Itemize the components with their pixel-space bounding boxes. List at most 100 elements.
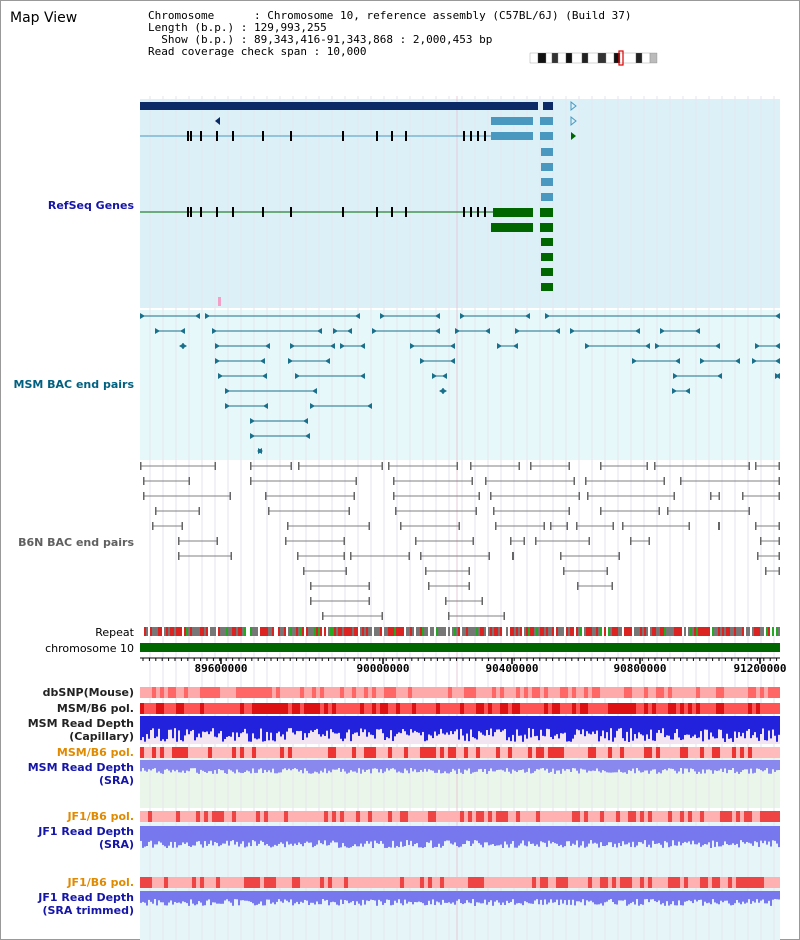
polymorphism-cell bbox=[576, 877, 580, 888]
track-label-b6n-bac[interactable]: B6N BAC end pairs bbox=[18, 536, 134, 549]
snp-density-cell bbox=[204, 687, 208, 698]
read-depth-bar bbox=[614, 891, 616, 905]
snp-density-cell bbox=[592, 687, 596, 698]
read-depth-bar bbox=[492, 826, 494, 845]
track-label-jf1-depth-trimmed[interactable]: JF1 Read Depth (SRA trimmed) bbox=[38, 891, 134, 917]
bac-end-marker bbox=[155, 328, 160, 334]
read-depth-bar bbox=[196, 891, 198, 905]
polymorphism-cell bbox=[344, 811, 348, 822]
track-label-refseq[interactable]: RefSeq Genes bbox=[47, 199, 134, 212]
read-depth-bar bbox=[254, 760, 256, 773]
read-depth-bar bbox=[502, 891, 504, 903]
read-depth-bar bbox=[152, 716, 154, 729]
read-depth-bar bbox=[754, 826, 756, 842]
snp-density-cell bbox=[540, 687, 544, 698]
read-depth-bar bbox=[488, 891, 490, 903]
read-depth-bar bbox=[502, 826, 504, 848]
track-label-repeat[interactable]: Repeat bbox=[95, 626, 134, 639]
read-depth-bar bbox=[302, 716, 304, 740]
bac-end-marker bbox=[287, 522, 289, 530]
read-depth-bar bbox=[140, 826, 142, 841]
track-label-msm-depth-sra[interactable]: MSM Read Depth (SRA) bbox=[28, 761, 134, 787]
read-depth-bar bbox=[416, 716, 418, 733]
read-depth-bar bbox=[404, 716, 406, 732]
polymorphism-cell bbox=[440, 877, 444, 888]
repeat-segment bbox=[238, 627, 240, 636]
read-depth-bar bbox=[356, 826, 358, 847]
read-depth-bar bbox=[264, 826, 266, 846]
read-depth-bar bbox=[326, 826, 328, 846]
read-depth-bar bbox=[692, 716, 694, 737]
repeat-segment bbox=[240, 627, 242, 636]
track-label-jf1-b6-pol[interactable]: JF1/B6 pol. bbox=[67, 810, 134, 823]
repeat-segment bbox=[276, 627, 278, 636]
read-depth-bar bbox=[592, 760, 594, 771]
read-depth-bar bbox=[754, 760, 756, 773]
polymorphism-cell bbox=[428, 703, 432, 714]
bac-end-marker bbox=[700, 358, 705, 364]
read-depth-bar bbox=[594, 760, 596, 771]
read-depth-bar bbox=[190, 760, 192, 769]
polymorphism-cell bbox=[680, 703, 684, 714]
read-depth-bar bbox=[508, 716, 510, 738]
polymorphism-cell bbox=[644, 811, 648, 822]
read-depth-bar bbox=[380, 891, 382, 902]
track-label-chromosome[interactable]: chromosome 10 bbox=[45, 642, 134, 655]
read-depth-bar bbox=[302, 826, 304, 847]
read-depth-bar bbox=[368, 760, 370, 770]
read-depth-bar bbox=[158, 760, 160, 772]
track-label-msm-bac[interactable]: MSM BAC end pairs bbox=[13, 378, 134, 391]
track-label-dbsnp[interactable]: dbSNP(Mouse) bbox=[42, 686, 134, 699]
read-depth-bar bbox=[362, 716, 364, 733]
polymorphism-cell bbox=[624, 811, 628, 822]
read-depth-bar bbox=[398, 760, 400, 772]
polymorphism-cell bbox=[576, 811, 580, 822]
track-label-msm-b6-pol[interactable]: MSM/B6 pol. bbox=[56, 702, 134, 715]
repeat-segment bbox=[216, 627, 218, 636]
track-label-jf1-b6-pol-2[interactable]: JF1/B6 pol. bbox=[67, 876, 134, 889]
track-label-msm-b6-pol-2[interactable]: MSM/B6 pol. bbox=[56, 746, 134, 759]
repeat-segment bbox=[214, 627, 216, 636]
polymorphism-cell bbox=[632, 747, 636, 758]
polymorphism-cell bbox=[632, 877, 636, 888]
read-depth-bar bbox=[768, 716, 770, 731]
polymorphism-cell bbox=[724, 877, 728, 888]
polymorphism-cell bbox=[660, 877, 664, 888]
read-depth-bar bbox=[332, 891, 334, 902]
snp-density-cell bbox=[724, 687, 728, 698]
read-depth-bar bbox=[204, 760, 206, 772]
repeat-segment bbox=[152, 627, 154, 636]
snp-density-cell bbox=[336, 687, 340, 698]
polymorphism-cell bbox=[372, 703, 376, 714]
read-depth-bar bbox=[244, 716, 246, 729]
snp-density-cell bbox=[688, 687, 692, 698]
polymorphism-cell bbox=[724, 811, 728, 822]
bac-end-marker bbox=[312, 388, 317, 394]
read-depth-bar bbox=[558, 891, 560, 906]
repeat-segment bbox=[732, 627, 734, 636]
track-label-msm-depth-capillary[interactable]: MSM Read Depth (Capillary) bbox=[28, 717, 134, 743]
polymorphism-cell bbox=[744, 877, 748, 888]
track-label-jf1-depth-sra[interactable]: JF1 Read Depth (SRA) bbox=[38, 825, 134, 851]
snp-density-cell bbox=[516, 687, 520, 698]
read-depth-bar bbox=[604, 760, 606, 772]
polymorphism-cell bbox=[760, 747, 764, 758]
read-depth-bar bbox=[390, 716, 392, 731]
repeat-segment bbox=[154, 627, 156, 636]
read-depth-bar bbox=[654, 891, 656, 902]
repeat-segment bbox=[230, 627, 232, 636]
repeat-segment bbox=[250, 627, 252, 636]
polymorphism-cell bbox=[360, 747, 364, 758]
polymorphism-cell bbox=[296, 877, 300, 888]
read-depth-bar bbox=[690, 891, 692, 902]
read-depth-bar bbox=[308, 891, 310, 906]
read-depth-bar bbox=[156, 826, 158, 845]
polymorphism-cell bbox=[584, 747, 588, 758]
read-depth-bar bbox=[606, 760, 608, 773]
read-depth-bar bbox=[536, 716, 538, 736]
read-depth-bar bbox=[386, 716, 388, 738]
snp-density-cell bbox=[396, 687, 400, 698]
read-depth-bar bbox=[678, 826, 680, 842]
read-depth-bar bbox=[500, 716, 502, 732]
